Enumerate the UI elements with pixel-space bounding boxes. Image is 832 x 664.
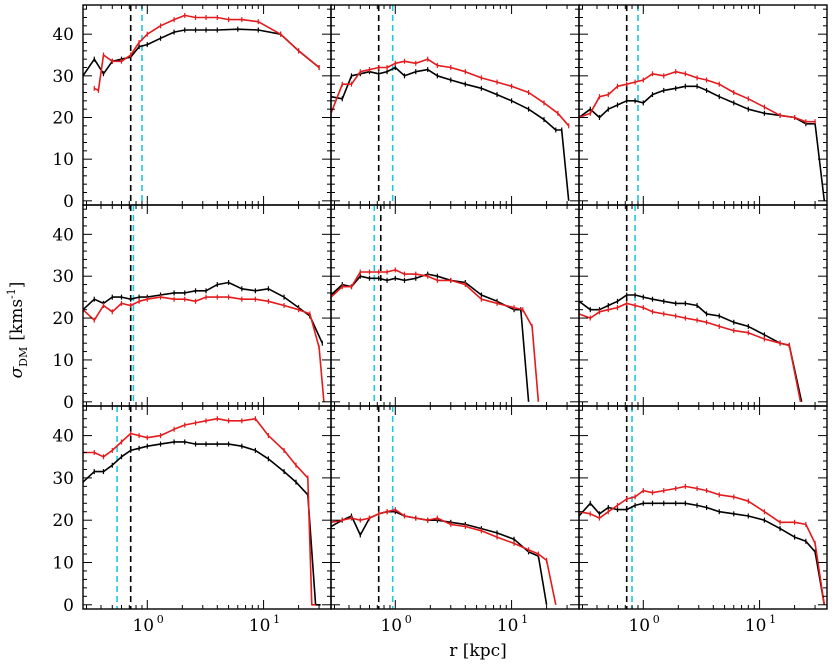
x-tick-label-exponent: 1 — [273, 613, 280, 626]
y-axis-title: σDM [kms-1] — [5, 282, 30, 379]
series-line-black — [579, 502, 826, 605]
series-line-red — [579, 302, 802, 402]
panel-frame — [82, 4, 332, 206]
panel-plot-area — [331, 406, 557, 609]
series-line-red — [83, 296, 325, 402]
y-tick-label: 0 — [63, 192, 74, 212]
panel-plot-area — [83, 205, 325, 406]
x-tick-label: 10 — [380, 616, 402, 636]
panel-plot-area — [83, 406, 321, 609]
y-axis-title-close: ] — [7, 282, 27, 289]
y-axis-title-subscript: DM — [17, 347, 30, 367]
panel-plot-area — [579, 205, 803, 406]
y-tick-label: 40 — [52, 25, 74, 45]
panel-plot-area — [579, 406, 826, 609]
panel-r1-c0: 0 10 20 30 40 — [52, 204, 332, 413]
series-line-black — [579, 85, 826, 201]
x-tick-label: 10 — [745, 616, 767, 636]
y-tick-label: 30 — [52, 469, 74, 489]
y-tick-label: 40 — [52, 427, 74, 447]
x-tick-label-exponent: 1 — [521, 613, 528, 626]
y-tick-label: 30 — [52, 267, 74, 287]
y-tick-label: 0 — [63, 596, 74, 616]
series-line-red — [331, 269, 540, 402]
panel-r1-c1 — [330, 204, 580, 407]
panel-plot-area — [331, 5, 570, 205]
panel-r2-c1: 10 0 10 1 — [330, 405, 580, 636]
panel-r0-c1 — [330, 4, 580, 206]
y-tick-label: 10 — [52, 150, 74, 170]
y-axis-title-symbol: σ — [7, 366, 27, 378]
series-line-red — [579, 70, 816, 123]
panel-r0-c0: 0 10 20 30 40 — [52, 4, 332, 212]
y-tick-label: 0 — [63, 393, 74, 413]
series-line-black — [331, 273, 530, 402]
x-tick-label-exponent: 1 — [769, 613, 776, 626]
panel-frame — [330, 204, 580, 407]
panel-plot-area — [579, 5, 826, 205]
series-line-black — [579, 294, 803, 402]
series-line-red — [93, 14, 320, 92]
y-tick-label: 20 — [52, 109, 74, 129]
series-line-red — [579, 485, 826, 605]
panel-frame — [578, 204, 828, 407]
panel-plot-area — [83, 5, 320, 205]
y-axis-title-unit: [kms — [7, 299, 27, 341]
x-tick-label: 10 — [497, 616, 519, 636]
series-line-black — [331, 66, 570, 201]
y-tick-label: 30 — [52, 67, 74, 87]
x-axis-title: r [kpc] — [449, 641, 507, 661]
x-tick-label-exponent: 0 — [157, 613, 164, 626]
panel-frame — [82, 405, 332, 610]
series-line-black — [83, 281, 324, 344]
axes-labels-group: r [kpc] σDM [kms-1] — [5, 282, 507, 661]
y-tick-label: 10 — [52, 351, 74, 371]
y-tick-label: 20 — [52, 511, 74, 531]
series-line-red — [331, 508, 557, 605]
x-tick-label-exponent: 0 — [653, 613, 660, 626]
y-tick-label: 20 — [52, 309, 74, 329]
x-tick-label: 10 — [249, 616, 271, 636]
panel-frame — [578, 405, 828, 610]
x-tick-label-exponent: 0 — [405, 613, 412, 626]
x-tick-label: 10 — [628, 616, 650, 636]
y-tick-label: 10 — [52, 553, 74, 573]
panel-frame — [330, 4, 580, 206]
series-line-black — [331, 510, 548, 605]
panel-r2-c2: 10 0 10 1 — [578, 405, 828, 636]
x-tick-label: 10 — [132, 616, 154, 636]
y-axis-title-exponent: -1 — [5, 288, 18, 299]
panel-plot-area — [331, 205, 540, 406]
panel-r1-c2 — [578, 204, 828, 407]
series-line-black — [83, 441, 321, 606]
panel-r0-c2 — [578, 4, 828, 206]
y-tick-label: 40 — [52, 225, 74, 245]
series-line-red — [331, 58, 570, 127]
